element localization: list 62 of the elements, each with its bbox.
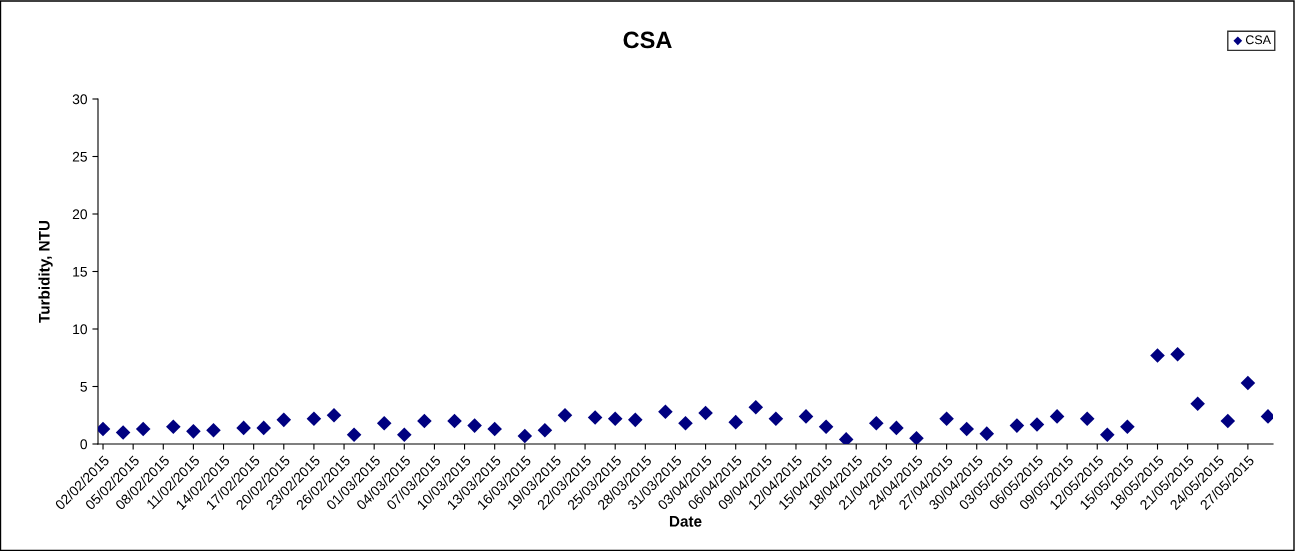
point [607, 411, 623, 426]
point [628, 412, 643, 428]
point [1220, 413, 1236, 429]
point [959, 421, 974, 437]
point [186, 424, 201, 439]
point [1079, 411, 1095, 426]
point [447, 413, 462, 429]
x-axis-title: Date [669, 516, 702, 527]
point [1009, 418, 1025, 433]
point [326, 407, 342, 423]
point [135, 421, 151, 437]
point [678, 416, 693, 431]
y-axis-title: Turbidity, NTU [38, 220, 53, 323]
point [417, 413, 432, 429]
y-tick-label: 20 [72, 209, 88, 220]
point [276, 412, 292, 428]
chart-title: CSA [623, 31, 672, 49]
point [1049, 409, 1065, 424]
point [397, 427, 412, 443]
y-tick-label: 0 [80, 439, 88, 450]
point [698, 405, 713, 421]
point [818, 419, 834, 435]
point [728, 414, 743, 430]
point [206, 422, 221, 438]
point [1150, 348, 1165, 363]
y-tick-label: 30 [72, 94, 88, 105]
point [587, 410, 603, 425]
y-tick-label: 10 [73, 324, 88, 335]
point [838, 432, 854, 444]
point [1100, 427, 1115, 443]
y-tick-label: 15 [73, 266, 87, 277]
point [1120, 419, 1135, 435]
point [1170, 347, 1185, 362]
y-tick-label: 5 [80, 381, 87, 392]
point [487, 421, 502, 437]
point [98, 421, 111, 437]
point [979, 426, 995, 441]
point [1260, 409, 1273, 424]
point [306, 411, 322, 426]
point [537, 422, 553, 438]
point [939, 411, 954, 426]
point [467, 418, 482, 433]
point [557, 407, 573, 423]
point [889, 420, 904, 436]
point [798, 409, 814, 424]
point [376, 416, 392, 431]
legend-label: CSA [1245, 35, 1271, 45]
point [346, 427, 362, 443]
point [1029, 417, 1045, 432]
point [1240, 375, 1256, 391]
point [166, 419, 181, 435]
point [115, 425, 131, 440]
y-tick-label: 25 [72, 151, 87, 162]
point [869, 416, 884, 431]
point [236, 420, 251, 436]
point [909, 430, 924, 444]
point [1190, 396, 1205, 412]
point [748, 399, 764, 415]
point [517, 428, 533, 444]
point [768, 411, 784, 426]
point [658, 404, 673, 420]
point [256, 420, 271, 436]
